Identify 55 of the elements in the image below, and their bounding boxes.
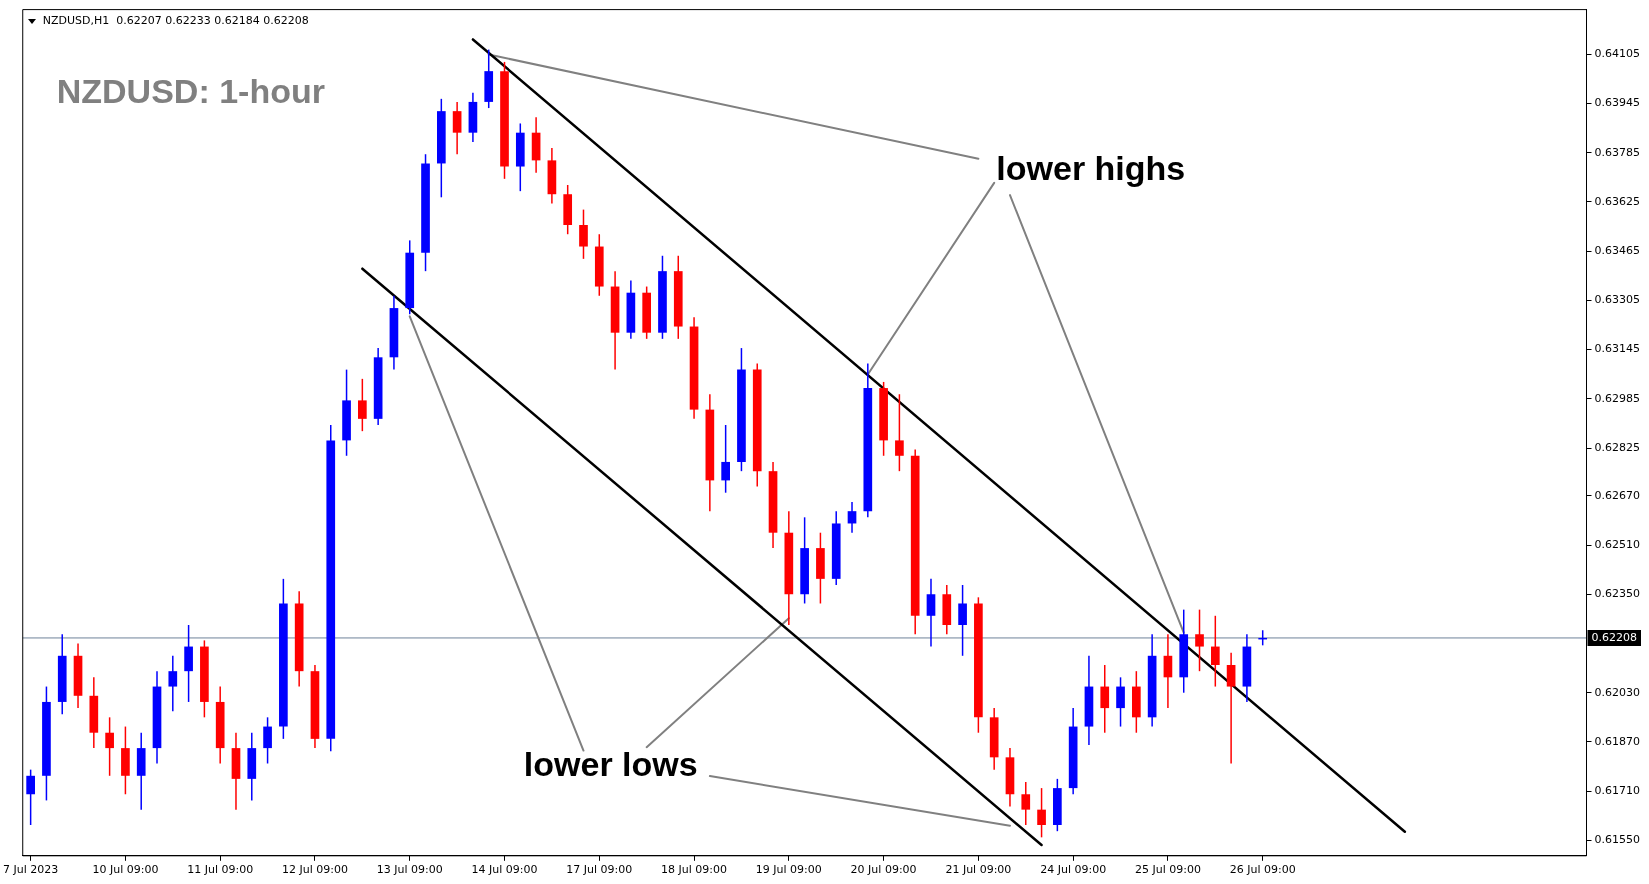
y-tick-label: 0.62825 — [1594, 440, 1641, 454]
y-tick-label: 0.62670 — [1594, 488, 1641, 502]
x-tick-label: 14 Jul 09:00 — [471, 863, 538, 877]
ref-line-label: 0.62208 — [1591, 630, 1638, 644]
y-tick-label: 0.62985 — [1594, 391, 1641, 405]
x-tick-label: 19 Jul 09:00 — [755, 863, 822, 877]
x-tick-label: 12 Jul 09:00 — [281, 863, 348, 877]
candlestick — [1163, 633, 1173, 709]
x-tick-label: 7 Jul 2023 — [3, 863, 59, 877]
y-tick-label: 0.63145 — [1594, 342, 1641, 356]
text: NZDUSD: 1-hour — [56, 71, 325, 110]
y-tick-label: 0.62030 — [1594, 685, 1641, 699]
y-tick-label: 0.61550 — [1594, 833, 1641, 847]
annotation: NZDUSD,H1 0.62207 0.62233 0.62184 0.62208 — [42, 14, 309, 28]
x-tick-label: 13 Jul 09:00 — [376, 863, 443, 877]
candlestick — [1226, 651, 1236, 765]
y-tick-label: 0.63305 — [1594, 293, 1641, 307]
x-tick-label: 21 Jul 09:00 — [945, 863, 1012, 877]
candlestick — [168, 655, 178, 712]
y-tick-label: 0.63625 — [1594, 194, 1641, 208]
x-tick-label: 11 Jul 09:00 — [187, 863, 254, 877]
candlestick — [1210, 615, 1220, 688]
y-tick-label: 0.63785 — [1594, 145, 1641, 159]
candlestick — [958, 584, 967, 657]
y-tick-label: 0.63945 — [1594, 96, 1641, 110]
candlestick — [263, 716, 272, 765]
annotation: lower highs — [996, 148, 1186, 187]
x-tick-label: 24 Jul 09:00 — [1040, 863, 1107, 877]
annotation: lower lows — [523, 745, 698, 784]
y-tick-label: 0.61710 — [1594, 784, 1641, 798]
x-tick-label: 17 Jul 09:00 — [566, 863, 633, 877]
y-tick-label: 0.64105 — [1594, 47, 1641, 61]
x-tick-label: 18 Jul 09:00 — [661, 863, 728, 877]
candlestick — [1021, 781, 1031, 826]
x-tick-label: 26 Jul 09:00 — [1229, 863, 1296, 877]
candlestick — [358, 378, 367, 432]
candlestick — [1116, 676, 1125, 728]
candlestick — [926, 578, 936, 648]
candlestick — [895, 393, 904, 472]
x-tick-label: 25 Jul 09:00 — [1134, 863, 1201, 877]
candlestick — [1037, 787, 1046, 839]
candlestick — [452, 101, 462, 155]
x-tick-label: 20 Jul 09:00 — [850, 863, 917, 877]
y-tick-label: 0.62350 — [1594, 587, 1641, 601]
candlestick — [26, 768, 35, 826]
candlestick — [847, 501, 857, 534]
x-tick-label: 10 Jul 09:00 — [92, 863, 159, 877]
candlestick — [1100, 664, 1110, 734]
y-tick-label: 0.62510 — [1594, 537, 1641, 551]
candlestick — [721, 424, 730, 494]
y-tick-label: 0.61870 — [1594, 734, 1641, 748]
candlestick — [105, 716, 114, 777]
y-tick-label: 0.63465 — [1594, 244, 1641, 258]
candlestick — [1195, 608, 1204, 672]
candlestick — [579, 208, 588, 260]
